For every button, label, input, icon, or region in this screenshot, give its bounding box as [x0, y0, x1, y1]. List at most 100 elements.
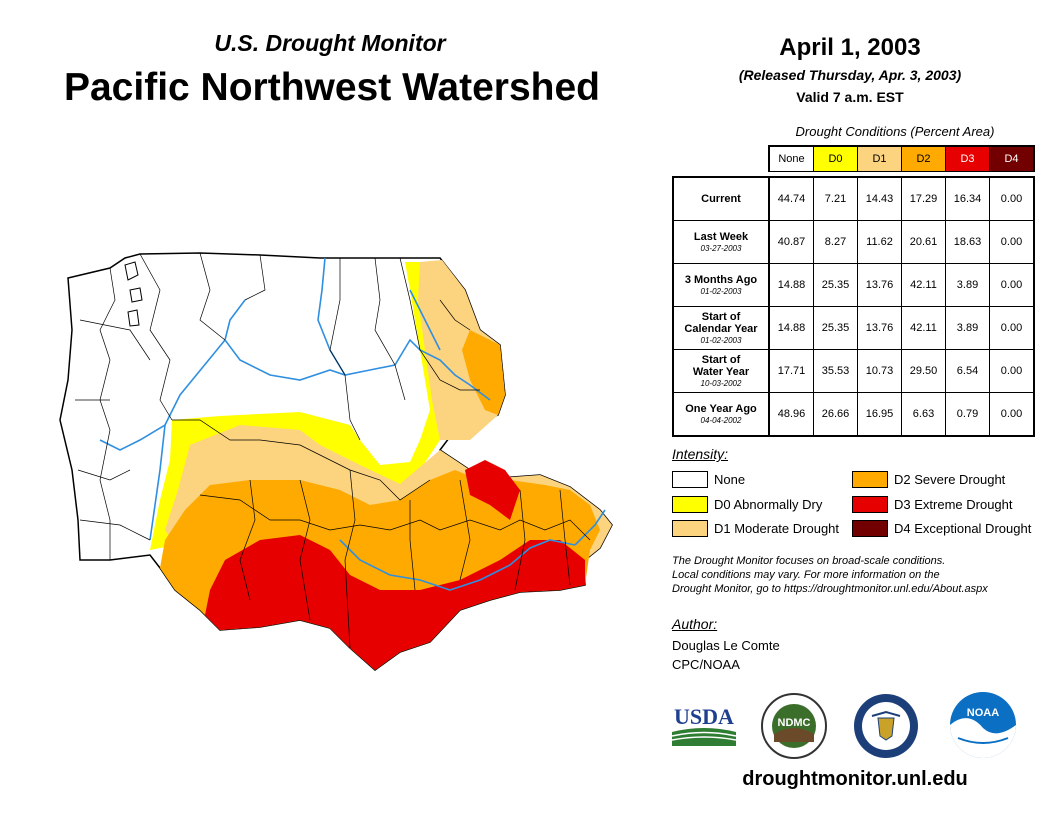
- table-cell: 6.54: [945, 349, 990, 393]
- table-cell: 17.29: [901, 176, 946, 221]
- legend-label: D0 Abnormally Dry: [714, 497, 823, 512]
- table-cell: 42.11: [901, 306, 946, 350]
- table-cell: 18.63: [945, 220, 990, 264]
- ndmc-logo-text: NDMC: [778, 717, 811, 729]
- table-cell: 20.61: [901, 220, 946, 264]
- col-header-d2: D2: [901, 145, 946, 172]
- table-cell: 0.00: [989, 263, 1035, 307]
- col-header-d4: D4: [989, 145, 1035, 172]
- commerce-seal-logo: [854, 694, 918, 758]
- row-date: 10-03-2002: [700, 378, 742, 388]
- author-org: CPC/NOAA: [672, 657, 740, 672]
- table-header-row: None D0 D1 D2 D3 D4: [673, 145, 1035, 172]
- author-name: Douglas Le Comte: [672, 638, 780, 653]
- row-label: Last Week 03-27-2003: [672, 220, 770, 264]
- table-corner: [673, 146, 769, 172]
- table-cell: 14.88: [768, 306, 814, 350]
- table-cell: 7.21: [813, 176, 858, 221]
- drought-map: [59, 252, 613, 671]
- row-date: 01-02-2003: [700, 286, 742, 296]
- table-cell: 25.35: [813, 263, 858, 307]
- table-row: Current 44.74 7.21 14.43 17.29 16.34 0.0…: [672, 176, 1035, 221]
- legend-item-d0: D0 Abnormally Dry: [672, 496, 822, 513]
- row-label: Start of Water Year 10-03-2002: [672, 349, 770, 393]
- legend-label: D3 Extreme Drought: [894, 497, 1013, 512]
- table-cell: 8.27: [813, 220, 858, 264]
- table-cell: 35.53: [813, 349, 858, 393]
- table-cell: 44.74: [768, 176, 814, 221]
- legend-label: None: [714, 472, 746, 487]
- legend-swatch: [672, 471, 708, 488]
- map-subtitle: U.S. Drought Monitor: [214, 30, 446, 56]
- legend-swatch: [852, 520, 888, 537]
- row-label: Current: [672, 176, 770, 221]
- legend-item-d3: D3 Extreme Drought: [852, 496, 1013, 513]
- legend-swatch: [852, 496, 888, 513]
- table-cell: 0.00: [989, 220, 1035, 264]
- note-line: The Drought Monitor focuses on broad-sca…: [672, 555, 946, 567]
- table-cell: 25.35: [813, 306, 858, 350]
- table-cell: 48.96: [768, 392, 814, 437]
- note-line: Local conditions may vary. For more info…: [672, 569, 940, 581]
- release-date: (Released Thursday, Apr. 3, 2003): [738, 67, 962, 83]
- table-cell: 0.00: [989, 176, 1035, 221]
- table-cell: 0.00: [989, 392, 1035, 437]
- col-header-d3: D3: [945, 145, 990, 172]
- table-cell: 13.76: [857, 263, 902, 307]
- table-cell: 10.73: [857, 349, 902, 393]
- noaa-logo: NOAA: [950, 692, 1016, 758]
- legend-label: D1 Moderate Drought: [714, 521, 840, 536]
- table-cell: 0.79: [945, 392, 990, 437]
- row-label: One Year Ago 04-04-2002: [672, 392, 770, 437]
- table-cell: 29.50: [901, 349, 946, 393]
- noaa-logo-text: NOAA: [967, 707, 999, 719]
- valid-time: Valid 7 a.m. EST: [796, 89, 904, 105]
- legend-item-d4: D4 Exceptional Drought: [852, 520, 1031, 537]
- map-islands: [124, 261, 143, 327]
- map-region-d3: [205, 460, 585, 670]
- author-label: Author:: [672, 616, 718, 632]
- row-label: 3 Months Ago 01-02-2003: [672, 263, 770, 307]
- table-cell: 13.76: [857, 306, 902, 350]
- table-row: Last Week 03-27-2003 40.87 8.27 11.62 20.…: [672, 220, 1035, 264]
- legend-item-none: None: [672, 471, 745, 488]
- table-cell: 16.95: [857, 392, 902, 437]
- legend-swatch: [852, 471, 888, 488]
- table-cell: 14.88: [768, 263, 814, 307]
- col-header-none: None: [768, 145, 814, 172]
- row-date: 01-02-2003: [700, 335, 742, 345]
- legend-swatch: [672, 520, 708, 537]
- map-basin-boundaries: [75, 252, 591, 649]
- legend-title: Intensity:: [672, 446, 729, 462]
- legend-item-d1: D1 Moderate Drought: [672, 520, 839, 537]
- row-date: 04-04-2002: [700, 415, 742, 425]
- table-row: Start of Water Year 10-03-2002 17.71 35.53…: [672, 349, 1035, 393]
- legend-label: D2 Severe Drought: [894, 472, 1006, 487]
- col-header-d1: D1: [857, 145, 902, 172]
- table-cell: 40.87: [768, 220, 814, 264]
- usda-logo: USDA: [671, 704, 737, 746]
- table-cell: 0.00: [989, 349, 1035, 393]
- table-cell: 14.43: [857, 176, 902, 221]
- row-label: Start of Calendar Year 01-02-2003: [672, 306, 770, 350]
- table-row: 3 Months Ago 01-02-2003 14.88 25.35 13.76…: [672, 263, 1035, 307]
- table-row: One Year Ago 04-04-2002 48.96 26.66 16.95…: [672, 392, 1035, 437]
- table-row: Start of Calendar Year 01-02-2003 14.88 25…: [672, 306, 1035, 350]
- legend-item-d2: D2 Severe Drought: [852, 471, 1005, 488]
- legend-swatch: [672, 496, 708, 513]
- table-cell: 6.63: [901, 392, 946, 437]
- map-rivers: [99, 257, 606, 591]
- disclaimer-notes: The Drought Monitor focuses on broad-sca…: [672, 554, 1052, 596]
- table-cell: 16.34: [945, 176, 990, 221]
- conditions-table: None D0 D1 D2 D3 D4 Current 44.74 7.21 1…: [672, 145, 1035, 437]
- legend-label: D4 Exceptional Drought: [894, 521, 1032, 536]
- website-url[interactable]: droughtmonitor.unl.edu: [742, 768, 968, 790]
- row-date: 03-27-2003: [700, 243, 742, 253]
- table-cell: 0.00: [989, 306, 1035, 350]
- map-region-d0: [150, 262, 470, 550]
- usda-logo-text: USDA: [674, 704, 734, 729]
- table-cell: 3.89: [945, 306, 990, 350]
- table-cell: 26.66: [813, 392, 858, 437]
- map-date: April 1, 2003: [779, 34, 921, 61]
- note-line: Drought Monitor, go to https://droughtmo…: [672, 583, 988, 595]
